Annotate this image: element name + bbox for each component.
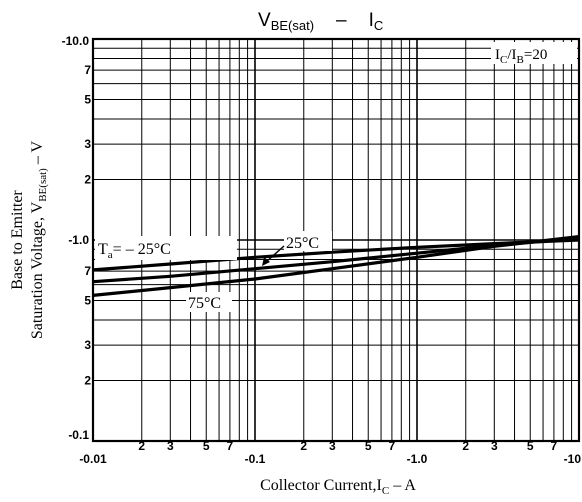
series-lines [92, 235, 580, 297]
y-tick-label: 7 [84, 63, 91, 77]
x-tick-labels: -0.01 2 3 5 7 -0.1 2 3 5 7 -1.0 2 3 5 7 -10 [79, 439, 581, 466]
x-tick-label: 7 [389, 439, 396, 453]
series-label-bg-0 [95, 236, 237, 260]
condition-box [491, 42, 577, 64]
x-tick-label: 5 [527, 439, 534, 453]
x-tick-label: 2 [138, 439, 145, 453]
x-axis-label: Collector Current,IC – A [260, 477, 416, 497]
x-tick-label: -0.1 [245, 452, 266, 466]
title-v-sub: BE(sat) [271, 18, 314, 33]
series-label-75c: 75°C [188, 295, 221, 312]
x-tick-label: 5 [365, 439, 372, 453]
title-v: V [258, 10, 271, 31]
y-tick-label: 3 [84, 137, 91, 151]
x-tick-label: 7 [227, 439, 234, 453]
x-tick-label: 3 [329, 439, 336, 453]
y-tick-label: -10.0 [62, 34, 90, 48]
y-axis-label-line2: Saturation Voltage, VBE(sat) – V [29, 140, 49, 339]
x-tick-label: 2 [462, 439, 469, 453]
x-tick-label: 2 [300, 439, 307, 453]
series-label-ta-minus25: Ta= – 25°C [98, 241, 171, 261]
title-separator: – [336, 10, 347, 31]
x-tick-label: -1.0 [407, 452, 428, 466]
x-tick-label: 3 [167, 439, 174, 453]
y-tick-label: 5 [84, 93, 91, 107]
x-tick-label: 5 [203, 439, 210, 453]
chart-title: VBE(sat) – IC [258, 10, 383, 33]
y-tick-label: 2 [84, 373, 91, 387]
title-i-sub: C [374, 18, 383, 33]
condition-label: IC/IB=20 [495, 47, 547, 66]
series-label-bg-2 [186, 292, 232, 312]
y-axis-label-line1: Base to Emitter [9, 190, 26, 290]
y-tick-label: 5 [84, 294, 91, 308]
series-label-25c-arrowhead [262, 257, 270, 266]
y-tick-label: 7 [84, 264, 91, 278]
x-tick-label: 3 [491, 439, 498, 453]
series-label-25c-pointer [265, 245, 285, 263]
title-i: I [369, 10, 374, 31]
series-line-2 [92, 235, 580, 297]
y-tick-labels: -10.0 7 5 3 2 -1.0 7 5 3 2 -0.1 [62, 34, 92, 442]
x-tick-label: -0.01 [79, 452, 107, 466]
y-tick-label: -0.1 [68, 428, 89, 442]
x-tick-label: -10 [564, 452, 582, 466]
series-label-25c: 25°C [286, 235, 319, 252]
y-tick-label: 3 [84, 338, 91, 352]
x-tick-label: 7 [551, 439, 558, 453]
series-line-0 [92, 238, 580, 272]
y-tick-label: 2 [84, 172, 91, 186]
series-label-bg-1 [284, 231, 332, 251]
y-tick-label: -1.0 [68, 233, 89, 247]
